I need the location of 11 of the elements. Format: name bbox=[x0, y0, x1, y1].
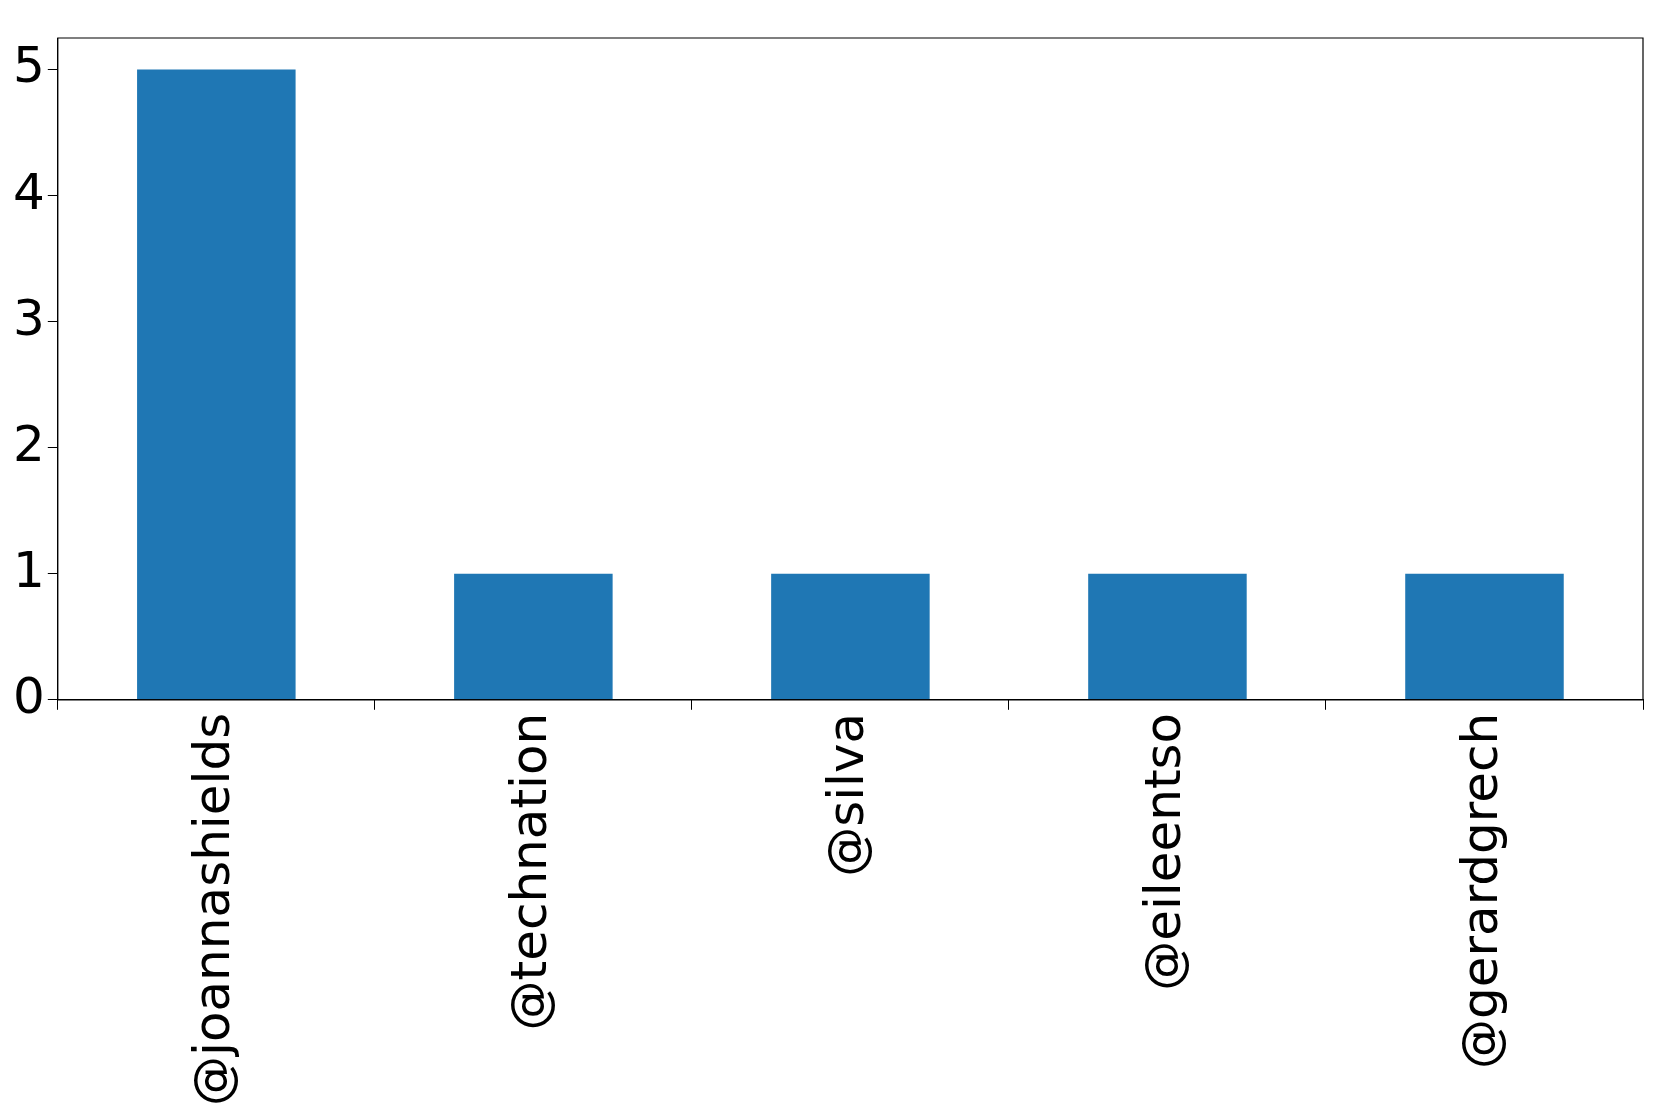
x-tick-label: @silva bbox=[817, 712, 876, 877]
y-tick-label: 3 bbox=[13, 288, 45, 347]
y-tick-label: 0 bbox=[13, 666, 45, 725]
x-tick-label: @technation bbox=[500, 712, 559, 1031]
x-tick-label: @joannashields bbox=[183, 712, 242, 1107]
y-tick-label: 2 bbox=[13, 414, 45, 473]
x-tick-label: @gerardgrech bbox=[1451, 712, 1510, 1070]
y-tick-label: 4 bbox=[13, 162, 45, 221]
y-tick-label: 1 bbox=[13, 540, 45, 599]
x-tick-label: @eileentso bbox=[1134, 712, 1193, 991]
y-tick-label: 5 bbox=[13, 36, 45, 95]
